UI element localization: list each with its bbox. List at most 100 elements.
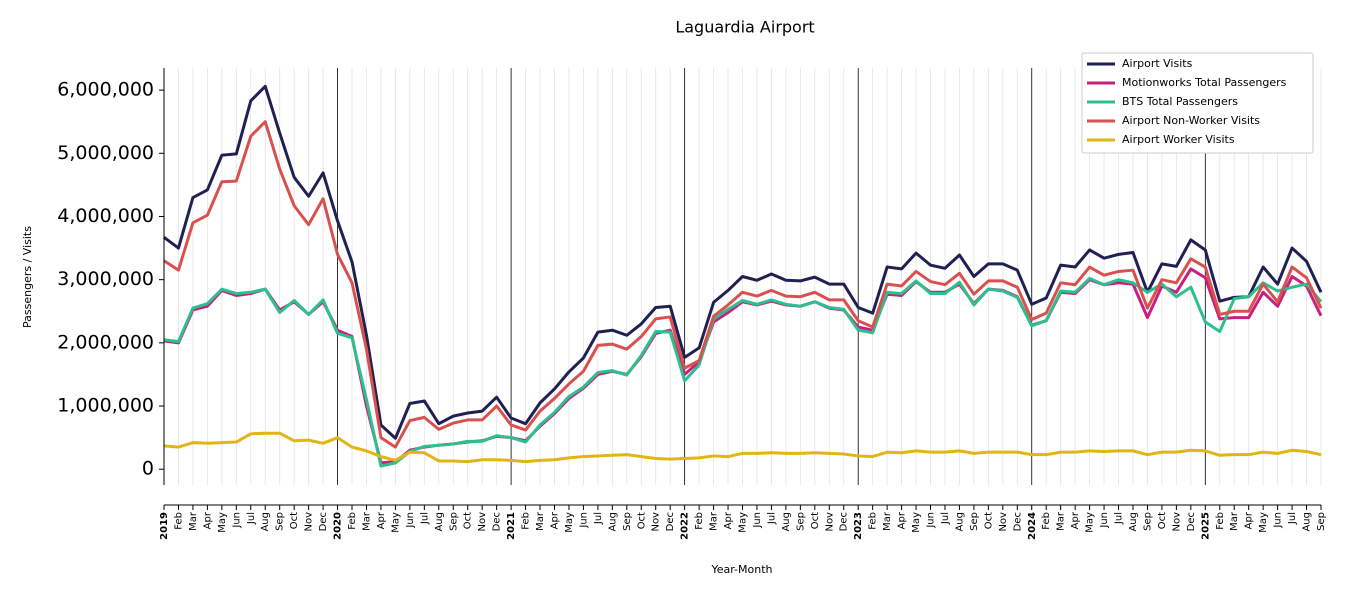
x-tick-label: Feb <box>1215 512 1226 530</box>
x-tick-label: Aug <box>434 512 445 532</box>
x-axis-label: Year-Month <box>710 563 772 576</box>
x-tick-label: Jun <box>1273 512 1284 529</box>
x-tick-label: Feb <box>868 512 879 530</box>
x-tick-label: Feb <box>521 512 532 530</box>
x-tick-label: Aug <box>1302 512 1313 532</box>
x-tick-label: 2020 <box>333 512 344 540</box>
x-tick-label: Feb <box>173 512 184 530</box>
x-tick-label: Nov <box>477 512 488 532</box>
legend-label: Airport Non-Worker Visits <box>1122 114 1260 127</box>
y-tick-label: 6,000,000 <box>57 79 154 101</box>
legend-label: BTS Total Passengers <box>1122 95 1238 108</box>
x-tick-label: May <box>1085 512 1096 533</box>
x-tick-label: Jun <box>1099 512 1110 529</box>
x-tick-label: Sep <box>1316 512 1327 531</box>
x-tick-label: Jul <box>1287 512 1298 525</box>
legend-label: Airport Visits <box>1122 57 1193 70</box>
axes: 2019 Feb Mar Apr May Jun Jul Aug Sep Oct Nov Dec 202… <box>57 68 1327 540</box>
x-tick-label: Nov <box>304 512 315 532</box>
x-tick-label: Jun <box>578 512 589 529</box>
x-tick-label: Apr <box>549 511 560 529</box>
y-tick-label: 3,000,000 <box>57 268 154 290</box>
x-tick-label: Aug <box>260 512 271 532</box>
x-tick-label: Mar <box>188 511 199 531</box>
x-tick-label: Apr <box>376 511 387 529</box>
x-tick-label: Jun <box>752 512 763 529</box>
x-tick-label: May <box>390 512 401 533</box>
legend: Airport Visits Motionworks Total Passenge… <box>1081 52 1314 154</box>
x-tick-label: Apr <box>1244 511 1255 529</box>
x-tick-label: May <box>564 512 575 533</box>
x-tick-label: May <box>738 512 749 533</box>
x-tick-label: Mar <box>535 511 546 531</box>
x-tick-label: Apr <box>1070 511 1081 529</box>
x-tick-label: Oct <box>463 512 474 529</box>
x-tick-label: Aug <box>1128 512 1139 532</box>
x-tick-label: Nov <box>651 512 662 532</box>
lines <box>163 84 1323 468</box>
x-tick-label: Jul <box>593 512 604 525</box>
x-tick-label: Oct <box>810 512 821 529</box>
x-tick-label: Mar <box>1056 511 1067 531</box>
x-tick-label: Jul <box>1114 512 1125 525</box>
x-tick-label: Sep <box>275 512 286 531</box>
x-tick-label: Oct <box>1157 512 1168 529</box>
x-tick-label: Sep <box>622 512 633 531</box>
x-tick-label: Mar <box>1229 511 1240 531</box>
y-tick-label: 1,000,000 <box>57 395 154 417</box>
legend-label: Motionworks Total Passengers <box>1122 76 1287 89</box>
x-tick-label: Oct <box>289 512 300 529</box>
x-tick-label: Dec <box>665 512 676 531</box>
x-tick-label: 2022 <box>680 512 691 540</box>
series-line <box>163 120 1323 449</box>
x-tick-label: 2025 <box>1200 512 1211 540</box>
x-tick-label: Aug <box>607 512 618 532</box>
x-tick-label: Dec <box>492 512 503 531</box>
x-tick-label: Mar <box>709 511 720 531</box>
x-tick-label: 2023 <box>853 512 864 540</box>
x-tick-label: May <box>217 512 228 533</box>
x-tick-label: May <box>911 512 922 533</box>
x-tick-label: Jul <box>766 512 777 525</box>
x-tick-label: Apr <box>202 511 213 529</box>
x-tick-label: Oct <box>983 512 994 529</box>
x-tick-label: Sep <box>1142 512 1153 531</box>
x-tick-label: Aug <box>781 512 792 532</box>
x-tick-label: Sep <box>969 512 980 531</box>
x-tick-label: 2021 <box>506 512 517 540</box>
x-tick-label: Jun <box>926 512 937 529</box>
x-tick-label: Feb <box>694 512 705 530</box>
x-tick-label: Jul <box>419 512 430 525</box>
series-line <box>163 84 1323 440</box>
x-tick-label: Nov <box>1171 512 1182 532</box>
y-tick-label: 0 <box>142 458 154 480</box>
chart-title: Laguardia Airport <box>675 18 814 37</box>
y-tick-label: 4,000,000 <box>57 205 154 227</box>
x-tick-label: Jul <box>246 512 257 525</box>
x-tick-label: Apr <box>723 511 734 529</box>
x-tick-label: Jul <box>940 512 951 525</box>
legend-box <box>1081 52 1314 154</box>
x-tick-label: 2019 <box>159 512 170 540</box>
x-tick-label: Aug <box>954 512 965 532</box>
x-tick-label: Feb <box>1041 512 1052 530</box>
x-tick-label: Sep <box>448 512 459 531</box>
x-tick-label: Jun <box>231 512 242 529</box>
legend-label: Airport Worker Visits <box>1122 133 1235 146</box>
x-tick-label: Sep <box>795 512 806 531</box>
x-tick-label: Jun <box>405 512 416 529</box>
series-line <box>163 276 1323 468</box>
y-axis-label: Passengers / Visits <box>21 226 34 328</box>
x-tick-label: 2024 <box>1027 512 1038 540</box>
series-line <box>163 431 1322 464</box>
x-tick-label: Apr <box>897 511 908 529</box>
x-tick-label: Dec <box>1012 512 1023 531</box>
x-tick-label: Oct <box>636 512 647 529</box>
y-tick-label: 2,000,000 <box>57 331 154 353</box>
x-tick-label: Dec <box>1186 512 1197 531</box>
x-tick-label: Mar <box>361 511 372 531</box>
x-tick-label: Feb <box>347 512 358 530</box>
y-tick-label: 5,000,000 <box>57 142 154 164</box>
x-tick-label: Dec <box>839 512 850 531</box>
